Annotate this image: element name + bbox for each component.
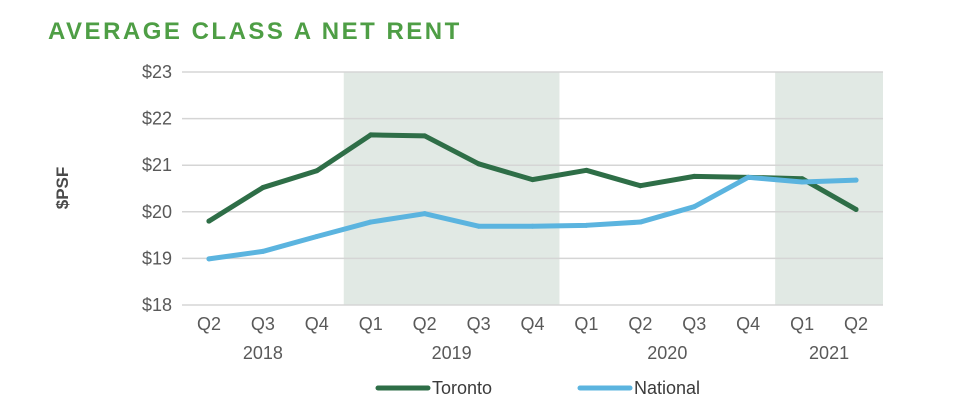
data-point-national xyxy=(476,223,482,229)
data-point-national xyxy=(368,219,374,225)
data-point-toronto xyxy=(260,185,266,191)
data-point-national xyxy=(422,211,428,217)
data-point-national xyxy=(583,222,589,228)
data-point-national xyxy=(691,204,697,210)
x-axis-year-labels: 2018 2019 2020 2021 xyxy=(243,343,849,363)
x-tick-label: Q1 xyxy=(359,314,383,334)
data-point-toronto xyxy=(853,206,859,212)
data-point-national xyxy=(530,223,535,229)
year-label: 2018 xyxy=(243,343,283,363)
series-lines xyxy=(206,132,859,262)
year-label: 2020 xyxy=(647,343,687,363)
data-point-toronto xyxy=(637,183,643,189)
x-tick-label: Q4 xyxy=(305,314,329,334)
data-point-toronto xyxy=(476,161,482,167)
data-point-toronto xyxy=(691,173,697,179)
legend-label-toronto: Toronto xyxy=(432,378,492,398)
y-axis-label: $PSF xyxy=(53,167,72,210)
x-axis-ticks: Q2 Q3 Q4 Q1 Q2 Q3 Q4 Q1 Q2 Q3 Q4 Q1 Q2 xyxy=(197,314,868,334)
data-point-national xyxy=(314,233,320,239)
y-axis-ticks: $18 $19 $20 $21 $22 $23 xyxy=(142,62,172,315)
shaded-year-bands xyxy=(343,72,883,305)
shaded-band-2021 xyxy=(775,72,883,305)
data-point-national xyxy=(206,256,212,262)
x-tick-label: Q1 xyxy=(574,314,598,334)
y-tick-label: $23 xyxy=(142,62,172,82)
data-point-toronto xyxy=(422,133,428,139)
year-label: 2019 xyxy=(432,343,472,363)
x-tick-label: Q3 xyxy=(682,314,706,334)
shaded-band-2019 xyxy=(343,72,560,305)
data-point-toronto xyxy=(583,167,589,173)
data-point-toronto xyxy=(368,132,374,138)
y-tick-label: $20 xyxy=(142,202,172,222)
x-tick-label: Q3 xyxy=(251,314,275,334)
legend-label-national: National xyxy=(634,378,700,398)
y-tick-label: $18 xyxy=(142,295,172,315)
chart-title: AVERAGE CLASS A NET RENT xyxy=(48,18,462,45)
legend: Toronto National xyxy=(375,378,700,398)
gridlines xyxy=(182,71,883,306)
data-point-toronto xyxy=(530,177,535,183)
x-tick-label: Q1 xyxy=(790,314,814,334)
data-point-national xyxy=(637,219,643,225)
data-point-toronto xyxy=(314,168,320,174)
data-point-national xyxy=(799,179,805,185)
y-tick-label: $21 xyxy=(142,155,172,175)
x-tick-label: Q2 xyxy=(413,314,437,334)
x-tick-label: Q4 xyxy=(736,314,760,334)
data-point-toronto xyxy=(206,218,212,224)
data-point-national xyxy=(260,248,266,254)
x-tick-label: Q3 xyxy=(467,314,491,334)
year-label: 2021 xyxy=(809,343,849,363)
y-tick-label: $19 xyxy=(142,248,172,268)
x-tick-label: Q2 xyxy=(197,314,221,334)
y-tick-label: $22 xyxy=(142,109,172,129)
x-tick-label: Q4 xyxy=(520,314,544,334)
data-point-national xyxy=(853,177,859,183)
x-tick-label: Q2 xyxy=(628,314,652,334)
data-point-national xyxy=(745,174,751,180)
x-tick-label: Q2 xyxy=(844,314,868,334)
